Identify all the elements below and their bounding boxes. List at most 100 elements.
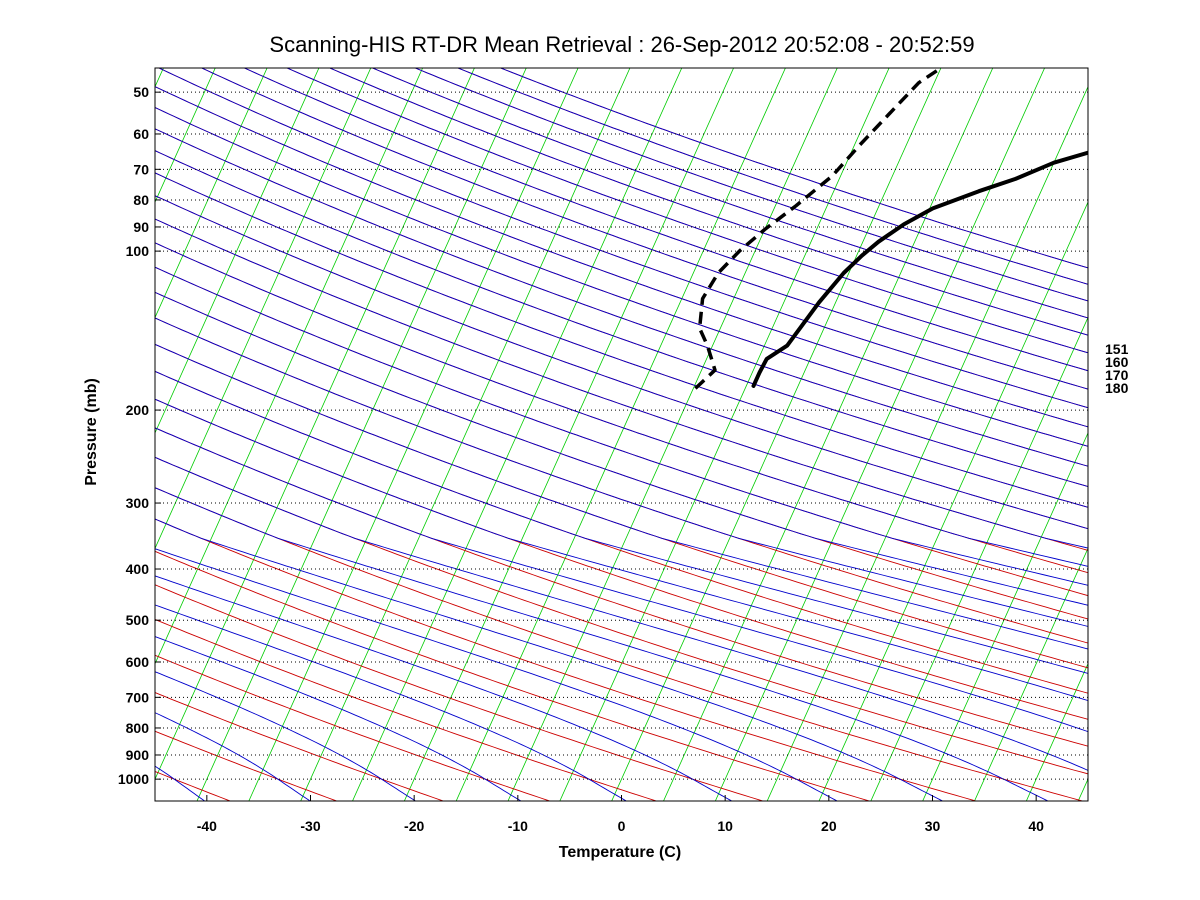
x-axis-label: Temperature (C) [559, 844, 681, 861]
moist-adiabat-line [155, 86, 1088, 428]
isotherm-line [403, 68, 735, 801]
background-lines [0, 52, 1200, 811]
side-label: 170 [1105, 367, 1129, 383]
temperature-profile-line [751, 150, 1088, 388]
moist-adiabat-line [0, 52, 4, 809]
isotherm-line [818, 201, 1088, 801]
moist-adiabat-line [200, 68, 1088, 390]
y-tick-label: 60 [133, 126, 149, 142]
x-tick-label: 40 [1028, 818, 1044, 834]
moist-adiabat-line [155, 671, 417, 801]
isotherm-line [0, 52, 15, 811]
moist-adiabat-line [499, 68, 1088, 269]
moist-adiabat-line [155, 291, 1088, 606]
isotherm-line [922, 431, 1088, 801]
isotherm-line [155, 68, 216, 204]
moist-adiabat-line [155, 604, 628, 801]
isotherm-line [155, 68, 372, 550]
y-tick-label: 50 [133, 84, 149, 100]
isotherm-line [155, 68, 424, 665]
isotherm-line [663, 68, 994, 801]
moist-adiabat-line [328, 68, 1088, 336]
dry-adiabat-line [0, 52, 144, 809]
moist-adiabat-line [155, 487, 1049, 801]
side-label: 180 [1105, 380, 1129, 396]
y-tick-label: 80 [133, 192, 149, 208]
moist-adiabat-line [155, 218, 1088, 549]
isotherm-line [507, 68, 838, 801]
x-tick-label: -30 [300, 818, 320, 834]
moist-adiabat-line [155, 427, 1088, 733]
side-label: 160 [1105, 354, 1129, 370]
y-tick-label: 700 [126, 689, 150, 705]
isotherm-line [155, 68, 475, 781]
isotherm-line [1025, 662, 1088, 801]
y-tick-label: 800 [126, 720, 150, 736]
y-tick-label: 900 [126, 747, 150, 763]
moist-adiabat-line [155, 150, 1088, 488]
moist-adiabat-line [155, 242, 1088, 567]
x-axis-ticks: -40 -30 -20 -10 0 10 20 30 40 [197, 795, 1044, 834]
isotherm-line [1125, 52, 1200, 811]
isotherm-line [611, 68, 942, 801]
moist-adiabat-line [155, 195, 1088, 530]
moist-adiabat-line [155, 106, 1088, 447]
y-tick-label: 400 [126, 561, 150, 577]
y-axis-label: Pressure (mb) [83, 378, 100, 486]
dry-adiabat-line [155, 654, 552, 801]
moist-adiabat-line [158, 68, 1088, 409]
y-axis-ticks: 50 60 70 80 90 100 200 300 400 500 600 700 800 900 100… [118, 84, 161, 787]
dewpoint-profile-line [694, 68, 942, 390]
dry-adiabat-line [155, 487, 1085, 801]
chart-title: Scanning-HIS RT-DR Mean Retrieval : 26-S… [269, 32, 974, 57]
x-tick-label: 20 [821, 818, 837, 834]
moist-adiabat-line [155, 370, 1088, 674]
plot-area [155, 68, 1088, 801]
moist-adiabat-line [155, 398, 1088, 702]
y-tick-label: 90 [133, 219, 149, 235]
y-tick-label: 200 [126, 402, 150, 418]
isotherm-line [196, 68, 527, 801]
x-tick-label: 10 [717, 818, 733, 834]
moist-adiabat-line [155, 317, 1088, 627]
isotherm-line [352, 68, 683, 801]
dry-adiabat-line [155, 584, 765, 801]
x-tick-label: 0 [618, 818, 626, 834]
dry-adiabat-line [0, 52, 36, 809]
moist-adiabat-line [243, 68, 1088, 372]
y-tick-label: 70 [133, 161, 149, 177]
moist-adiabat-line [155, 128, 1088, 467]
side-label: 151 [1105, 341, 1129, 357]
isotherm-line [766, 85, 1088, 801]
dry-adiabat-line [155, 550, 871, 801]
moist-adiabat-line [155, 636, 522, 801]
moist-adiabat-line [155, 456, 1088, 771]
moist-adiabat-line [414, 68, 1088, 302]
isotherm-line [0, 52, 119, 811]
isotherm-line [300, 68, 631, 801]
y-tick-label: 300 [126, 495, 150, 511]
moist-adiabat-line [371, 68, 1088, 319]
isotherm-line [1077, 778, 1088, 801]
profile-lines [694, 68, 1088, 390]
dry-adiabat-line [155, 618, 658, 801]
isotherm-line [248, 68, 579, 801]
moist-adiabat-line [155, 343, 1088, 650]
y-tick-label: 500 [126, 612, 150, 628]
dry-adiabat-line [155, 518, 978, 801]
moist-adiabat-line [456, 68, 1088, 285]
x-tick-label: 30 [925, 818, 941, 834]
isotherm-line [714, 68, 1046, 801]
moist-adiabat-line [155, 548, 839, 801]
isotherm-line [559, 68, 890, 801]
moist-adiabat-line [286, 68, 1088, 354]
moist-adiabat-line [155, 575, 733, 801]
isotherm-line [155, 68, 320, 434]
x-tick-label: -40 [197, 818, 217, 834]
moist-adiabat-line [155, 266, 1088, 586]
y-tick-label: 1000 [118, 771, 149, 787]
y-tick-label: 100 [126, 243, 150, 259]
isotherm-line [974, 547, 1088, 801]
